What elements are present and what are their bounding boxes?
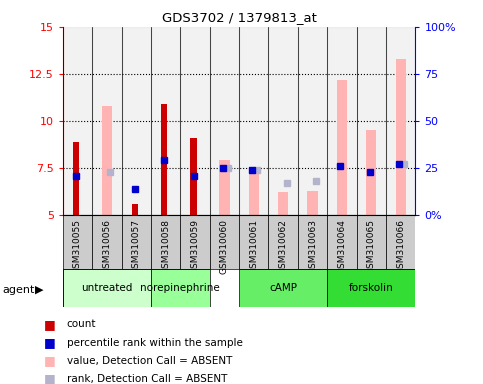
Bar bbox=[210, 27, 239, 215]
Bar bbox=[63, 215, 92, 269]
Text: GSM310062: GSM310062 bbox=[279, 219, 288, 274]
Bar bbox=[239, 215, 269, 269]
Text: GSM310066: GSM310066 bbox=[396, 219, 405, 274]
Text: GSM310056: GSM310056 bbox=[102, 219, 112, 274]
Bar bbox=[239, 269, 327, 307]
Bar bbox=[327, 269, 415, 307]
Bar bbox=[151, 27, 180, 215]
Text: GSM310059: GSM310059 bbox=[190, 219, 199, 274]
Text: GSM310063: GSM310063 bbox=[308, 219, 317, 274]
Bar bbox=[298, 27, 327, 215]
Bar bbox=[356, 27, 386, 215]
Bar bbox=[102, 106, 112, 215]
Bar bbox=[366, 131, 376, 215]
Text: ■: ■ bbox=[43, 318, 55, 331]
Text: ■: ■ bbox=[43, 354, 55, 367]
Text: rank, Detection Call = ABSENT: rank, Detection Call = ABSENT bbox=[67, 374, 227, 384]
Text: ▶: ▶ bbox=[35, 285, 43, 295]
Bar bbox=[337, 79, 347, 215]
Bar bbox=[249, 168, 259, 215]
Text: ■: ■ bbox=[43, 336, 55, 349]
Bar bbox=[298, 215, 327, 269]
Text: GSM310055: GSM310055 bbox=[73, 219, 82, 274]
Bar bbox=[356, 215, 386, 269]
Bar bbox=[190, 138, 197, 215]
Text: GSM310064: GSM310064 bbox=[338, 219, 346, 274]
Bar bbox=[180, 27, 210, 215]
Text: forskolin: forskolin bbox=[349, 283, 394, 293]
Bar bbox=[210, 215, 239, 269]
Bar bbox=[307, 190, 318, 215]
Bar bbox=[219, 161, 229, 215]
Bar bbox=[161, 104, 168, 215]
Bar bbox=[386, 215, 415, 269]
Bar bbox=[327, 215, 356, 269]
Text: norepinephrine: norepinephrine bbox=[141, 283, 220, 293]
Bar bbox=[396, 59, 406, 215]
Text: GSM310058: GSM310058 bbox=[161, 219, 170, 274]
Bar bbox=[131, 204, 138, 215]
Text: value, Detection Call = ABSENT: value, Detection Call = ABSENT bbox=[67, 356, 232, 366]
Bar bbox=[92, 215, 122, 269]
Bar bbox=[239, 27, 269, 215]
Text: GSM310065: GSM310065 bbox=[367, 219, 376, 274]
Text: GSM310061: GSM310061 bbox=[249, 219, 258, 274]
Text: cAMP: cAMP bbox=[269, 283, 297, 293]
Bar bbox=[269, 27, 298, 215]
Text: GSM310057: GSM310057 bbox=[132, 219, 141, 274]
Bar bbox=[92, 27, 122, 215]
Text: count: count bbox=[67, 319, 96, 329]
Bar bbox=[278, 192, 288, 215]
Bar bbox=[151, 215, 180, 269]
Bar bbox=[269, 215, 298, 269]
Title: GDS3702 / 1379813_at: GDS3702 / 1379813_at bbox=[162, 11, 316, 24]
Text: GSM310060: GSM310060 bbox=[220, 219, 229, 274]
Text: untreated: untreated bbox=[81, 283, 132, 293]
Text: percentile rank within the sample: percentile rank within the sample bbox=[67, 338, 242, 348]
Bar bbox=[151, 269, 210, 307]
Bar bbox=[180, 215, 210, 269]
Text: agent: agent bbox=[2, 285, 35, 295]
Bar bbox=[73, 142, 79, 215]
Bar bbox=[122, 215, 151, 269]
Bar bbox=[327, 27, 356, 215]
Bar bbox=[122, 27, 151, 215]
Bar bbox=[386, 27, 415, 215]
Bar bbox=[63, 27, 92, 215]
Bar bbox=[63, 269, 151, 307]
Text: ■: ■ bbox=[43, 372, 55, 384]
